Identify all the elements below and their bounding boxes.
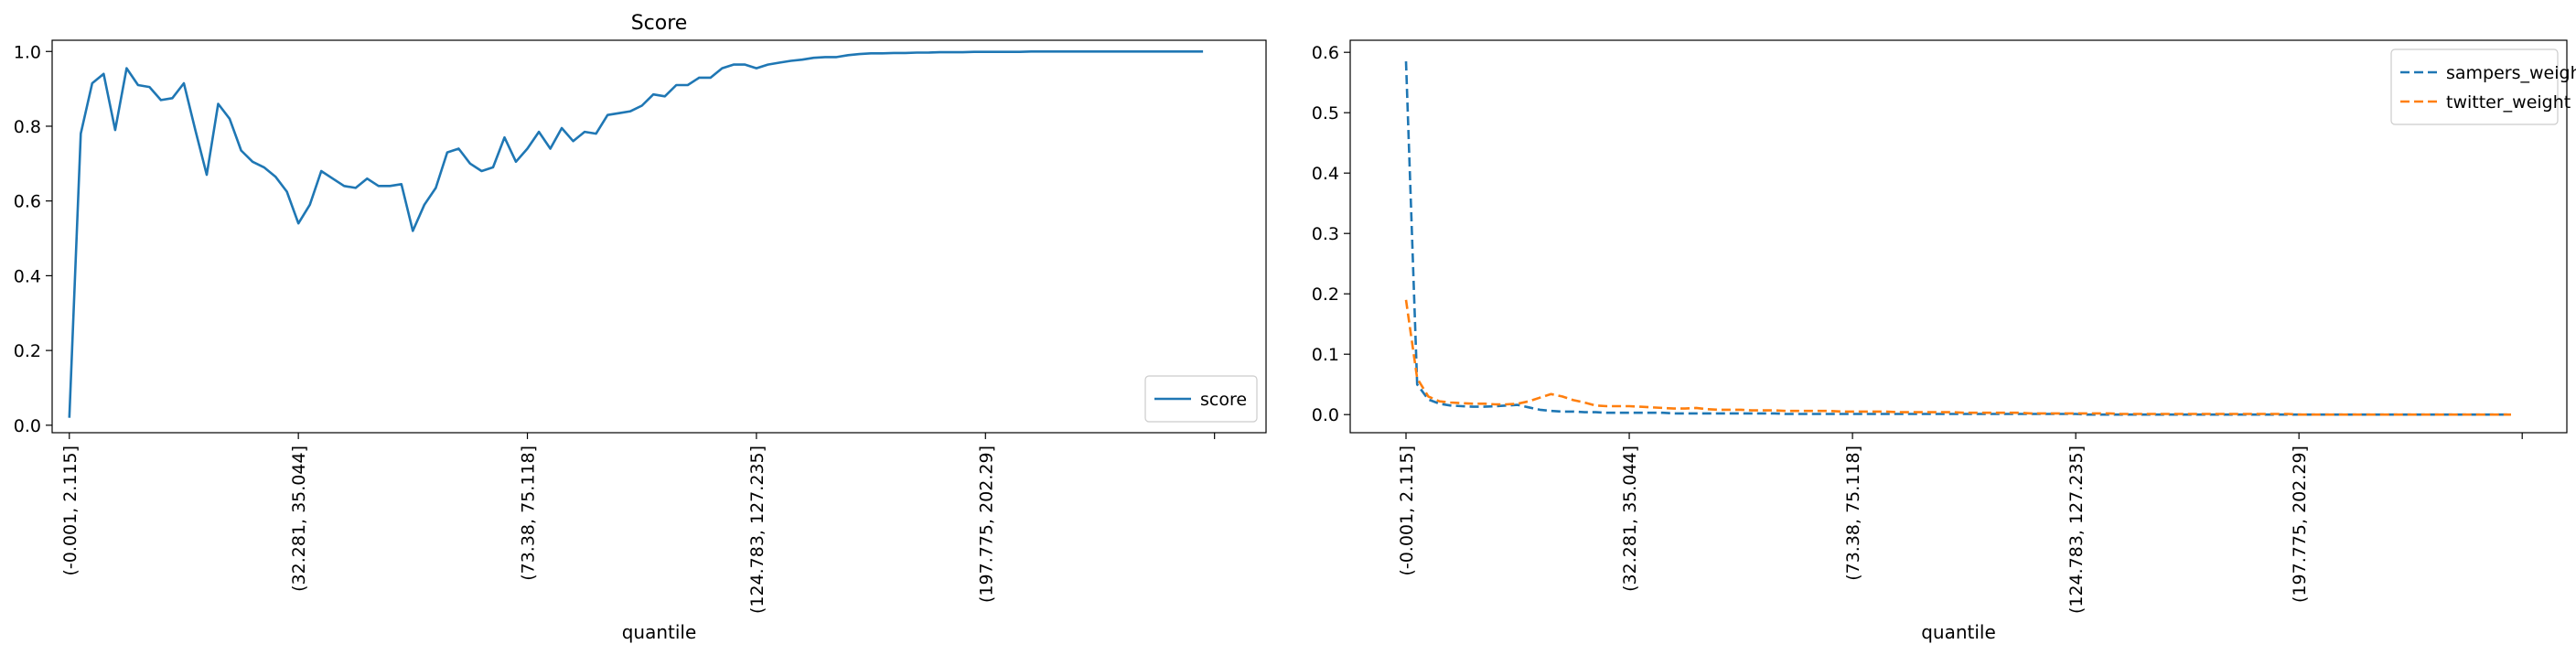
x-tick-label: (197.775, 202.29] [976, 446, 996, 603]
legend-label: twitter_weight [2446, 92, 2571, 113]
x-tick-label: (73.38, 75.118] [1843, 446, 1863, 581]
y-tick-label: 0.2 [14, 341, 41, 361]
x-tick-label: (197.775, 202.29] [2290, 446, 2310, 603]
y-tick-label: 0.4 [1312, 164, 1339, 184]
y-tick-label: 1.0 [14, 42, 41, 62]
x-tick-label: (124.783, 127.235] [747, 446, 767, 614]
legend: sampers_weight twitter_weight [2390, 48, 2576, 125]
x-tick-label: (-0.001, 2.115] [60, 446, 80, 576]
series-line-twitter-weight [1404, 299, 2511, 416]
chart-panel-2: 0.0 0.1 0.2 0.3 0.4 0.5 0.6 (-0.001, 2.115] (32.… [1312, 39, 2576, 643]
x-tick-label: (32.281, 35.044] [1620, 446, 1640, 592]
plot-frame [1349, 39, 2568, 434]
y-tick-label: 0.6 [1312, 43, 1339, 63]
series-line-sampers-weight [1404, 61, 2511, 416]
x-tick-label: (73.38, 75.118] [519, 446, 539, 581]
y-tick-label: 0.0 [1312, 405, 1339, 425]
x-axis-label: quantile [622, 621, 697, 643]
x-tick-label: (32.281, 35.044] [289, 446, 309, 592]
chart-panel-1: Score 0.0 0.2 0.4 0.6 0.8 1.0 (-0.001, 2.115] (3… [14, 12, 1267, 643]
x-tick-label: (-0.001, 2.115] [1397, 446, 1417, 576]
x-axis-label: quantile [1921, 621, 1996, 643]
y-tick-label: 0.2 [1312, 285, 1339, 305]
legend: score [1144, 375, 1258, 423]
legend-box [1144, 375, 1258, 423]
legend-box [2390, 48, 2559, 125]
y-tick-label: 0.8 [14, 117, 41, 137]
legend-label: score [1200, 390, 1247, 410]
y-tick-label: 0.5 [1312, 103, 1339, 123]
y-tick-label: 0.6 [14, 192, 41, 212]
series-line-score [68, 49, 1204, 418]
y-tick-label: 0.0 [14, 416, 41, 436]
legend-label: sampers_weight [2446, 63, 2576, 83]
x-tick-label: (124.783, 127.235] [2066, 446, 2087, 614]
y-tick-label: 0.4 [14, 266, 41, 286]
plot-frame [51, 39, 1267, 434]
y-tick-label: 0.3 [1312, 224, 1339, 244]
chart-title: Score [631, 12, 688, 35]
y-tick-label: 0.1 [1312, 345, 1339, 365]
